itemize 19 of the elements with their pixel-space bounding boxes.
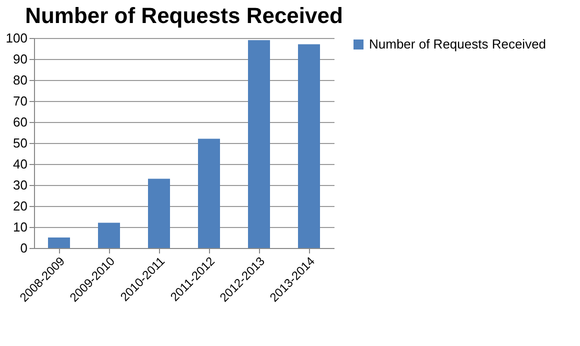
- bar: [198, 138, 220, 248]
- y-tick-label: 100: [6, 30, 28, 46]
- y-tick-label: 60: [13, 114, 28, 130]
- bar: [98, 222, 120, 248]
- y-tick-label: 20: [13, 198, 28, 214]
- bar: [298, 44, 320, 248]
- bar: [248, 40, 270, 248]
- y-tick-label: 50: [13, 136, 28, 150]
- y-tick-label: 80: [13, 72, 28, 88]
- y-tick-label: 30: [13, 178, 28, 192]
- y-tick-label: 40: [13, 156, 28, 172]
- bar: [48, 238, 70, 248]
- y-tick-label: 0: [20, 240, 28, 256]
- y-tick-label: 90: [13, 52, 28, 66]
- legend-label: Number of Requests Received: [369, 36, 546, 52]
- y-tick-label: 10: [13, 220, 28, 234]
- y-tick-label: 70: [13, 94, 28, 108]
- chart-title: Number of Requests Received: [25, 3, 343, 28]
- bar: [148, 178, 170, 248]
